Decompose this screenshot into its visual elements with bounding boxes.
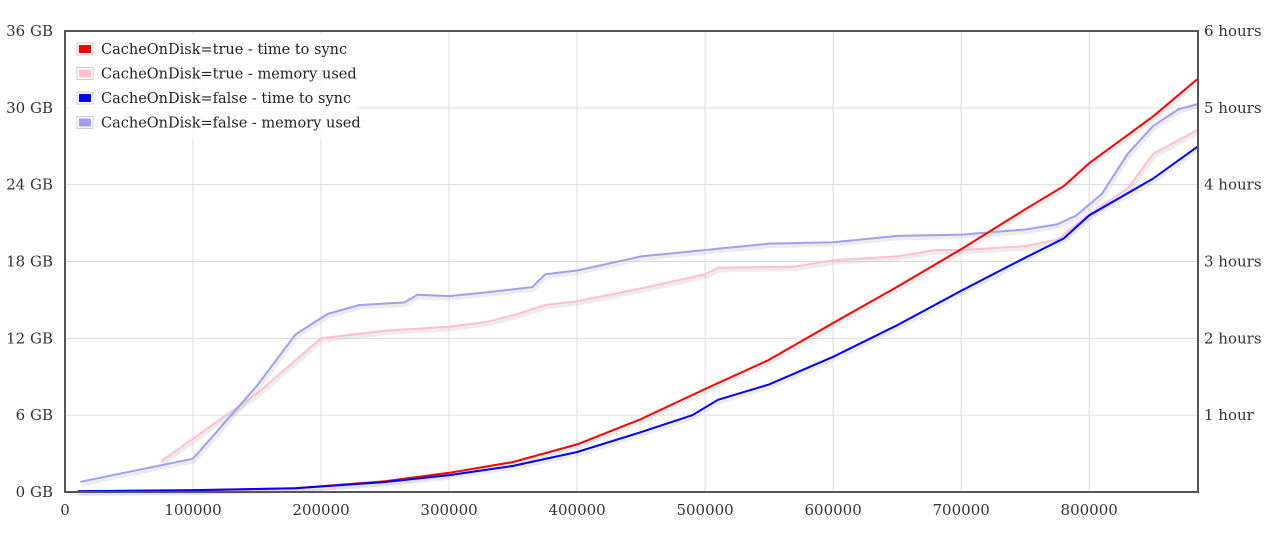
legend-entry-label: CacheOnDisk=true - memory used bbox=[101, 67, 357, 83]
legend: CacheOnDisk=true - time to sync CacheOnDi… bbox=[69, 34, 361, 140]
x-axis: 0 100000 200000 300000 400000 500000 600000 700… bbox=[60, 501, 1118, 519]
legend-swatch bbox=[79, 69, 91, 78]
x-tick-label: 800000 bbox=[1061, 501, 1118, 519]
series-line-3 bbox=[77, 145, 1199, 493]
y-left-tick-label: 30 GB bbox=[6, 99, 53, 117]
legend-entry-label: CacheOnDisk=false - time to sync bbox=[101, 91, 351, 107]
y-right-tick-label: 2 hours bbox=[1204, 329, 1262, 347]
y-right-tick-label: 5 hours bbox=[1204, 99, 1262, 117]
y-left-tick-label: 6 GB bbox=[16, 406, 53, 424]
legend-swatch bbox=[79, 94, 91, 102]
y-left-tick-label: 24 GB bbox=[6, 176, 53, 194]
y-right-tick-label: 6 hours bbox=[1204, 22, 1262, 40]
x-tick-label: 200000 bbox=[292, 501, 349, 519]
series-line-4 bbox=[80, 103, 1199, 483]
y-left-tick-label: 18 GB bbox=[6, 253, 53, 271]
x-tick-label: 0 bbox=[60, 501, 70, 519]
legend-entry-label: CacheOnDisk=false - memory used bbox=[101, 116, 361, 132]
series-line-1 bbox=[77, 77, 1199, 493]
series-line-2 bbox=[160, 128, 1199, 463]
y-right-tick-label: 3 hours bbox=[1204, 253, 1262, 271]
series-shadow bbox=[160, 129, 1201, 466]
series-layer bbox=[77, 77, 1201, 496]
legend-entry-label: CacheOnDisk=true - time to sync bbox=[101, 42, 347, 58]
x-tick-label: 300000 bbox=[420, 501, 477, 519]
x-tick-label: 600000 bbox=[805, 501, 862, 519]
y-right-axis: 1 hour 2 hours 3 hours 4 hours 5 hours 6 hour… bbox=[1204, 22, 1262, 424]
y-left-axis: 0 GB 6 GB 12 GB 18 GB 24 GB 30 GB 36 GB bbox=[6, 22, 53, 501]
legend-swatch bbox=[79, 45, 91, 53]
y-right-tick-label: 1 hour bbox=[1204, 406, 1255, 424]
y-left-tick-label: 0 GB bbox=[16, 483, 53, 501]
x-tick-label: 700000 bbox=[933, 501, 990, 519]
plot-frame bbox=[64, 30, 1199, 493]
series-shadow bbox=[80, 103, 1200, 487]
x-tick-label: 500000 bbox=[676, 501, 733, 519]
legend-swatch bbox=[79, 118, 91, 127]
x-tick-label: 100000 bbox=[164, 501, 221, 519]
series-shadow bbox=[78, 78, 1201, 496]
series-shadow bbox=[78, 146, 1201, 496]
y-left-tick-label: 12 GB bbox=[6, 329, 53, 347]
legend-background bbox=[69, 34, 359, 140]
x-tick-label: 400000 bbox=[548, 501, 605, 519]
y-left-tick-label: 36 GB bbox=[6, 22, 53, 40]
y-right-tick-label: 4 hours bbox=[1204, 176, 1262, 194]
